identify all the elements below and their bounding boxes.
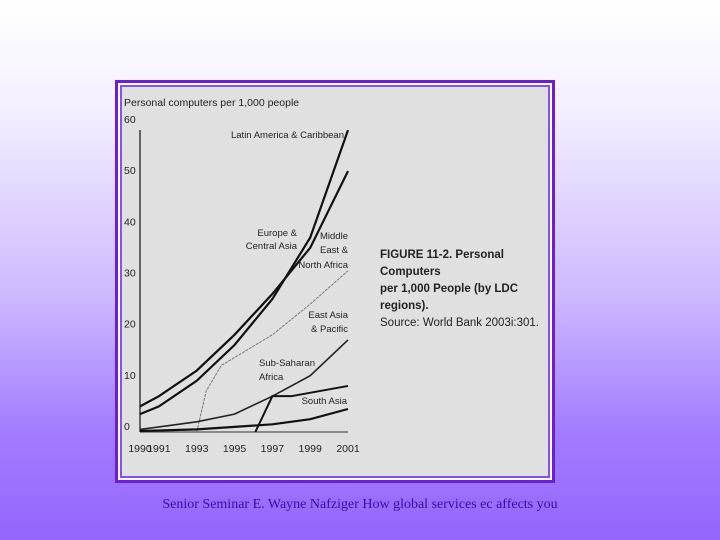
caption-title-line2: per 1,000 People (by LDC regions).	[380, 283, 519, 312]
series-line	[139, 129, 350, 416]
y-tick-label: 20	[124, 319, 136, 331]
x-tick-label: 1997	[261, 443, 285, 455]
y-tick-label: 0	[124, 421, 130, 433]
y-tick-label: 10	[124, 370, 136, 382]
x-tick-label: 1993	[185, 443, 209, 455]
series-line	[139, 339, 349, 431]
y-tick-label: 50	[124, 165, 136, 177]
series-annotation: Middle	[320, 231, 348, 242]
series-annotation: North Africa	[298, 260, 348, 271]
series-line	[196, 270, 349, 433]
caption-source: Source: World Bank 2003i:301.	[380, 317, 539, 329]
series-annotation: East Asia	[308, 310, 348, 321]
figure-panel: Personal computers per 1,000 people 0 10 20…	[120, 85, 550, 478]
y-tick-label: 40	[124, 216, 136, 228]
series-annotation: Europe &	[257, 228, 297, 239]
figure-caption: FIGURE 11-2. Personal Computers per 1,00…	[380, 247, 555, 332]
series-annotation: Sub-Saharan	[259, 358, 315, 369]
series-annotation: East &	[320, 245, 349, 256]
series-line	[254, 384, 349, 433]
figure-frame: Personal computers per 1,000 people 0 10 20…	[115, 80, 555, 483]
x-tick-label: 1999	[299, 443, 323, 455]
series-line	[139, 407, 349, 433]
line-chart: Personal computers per 1,000 people 0 10 20…	[124, 97, 360, 455]
slide-footer: Senior Seminar E. Wayne Nafziger How glo…	[162, 497, 558, 512]
x-tick-label: 1991	[147, 443, 171, 455]
series-line	[139, 170, 349, 408]
series-annotation: & Pacific	[311, 324, 348, 335]
series-annotation: Central Asia	[246, 241, 298, 252]
x-tick-label: 2001	[336, 443, 360, 455]
x-tick-label: 1990	[128, 443, 152, 455]
y-tick-label: 30	[124, 268, 136, 280]
chart-title: Personal computers per 1,000 people	[124, 97, 299, 109]
y-tick-label: 60	[124, 114, 136, 126]
series-annotation: Latin America & Caribbean	[231, 130, 344, 141]
series-annotation: Africa	[259, 372, 284, 383]
x-tick-label: 1995	[223, 443, 247, 455]
series-annotation: South Asia	[302, 396, 348, 407]
caption-title-line1: FIGURE 11-2. Personal Computers	[380, 249, 504, 278]
